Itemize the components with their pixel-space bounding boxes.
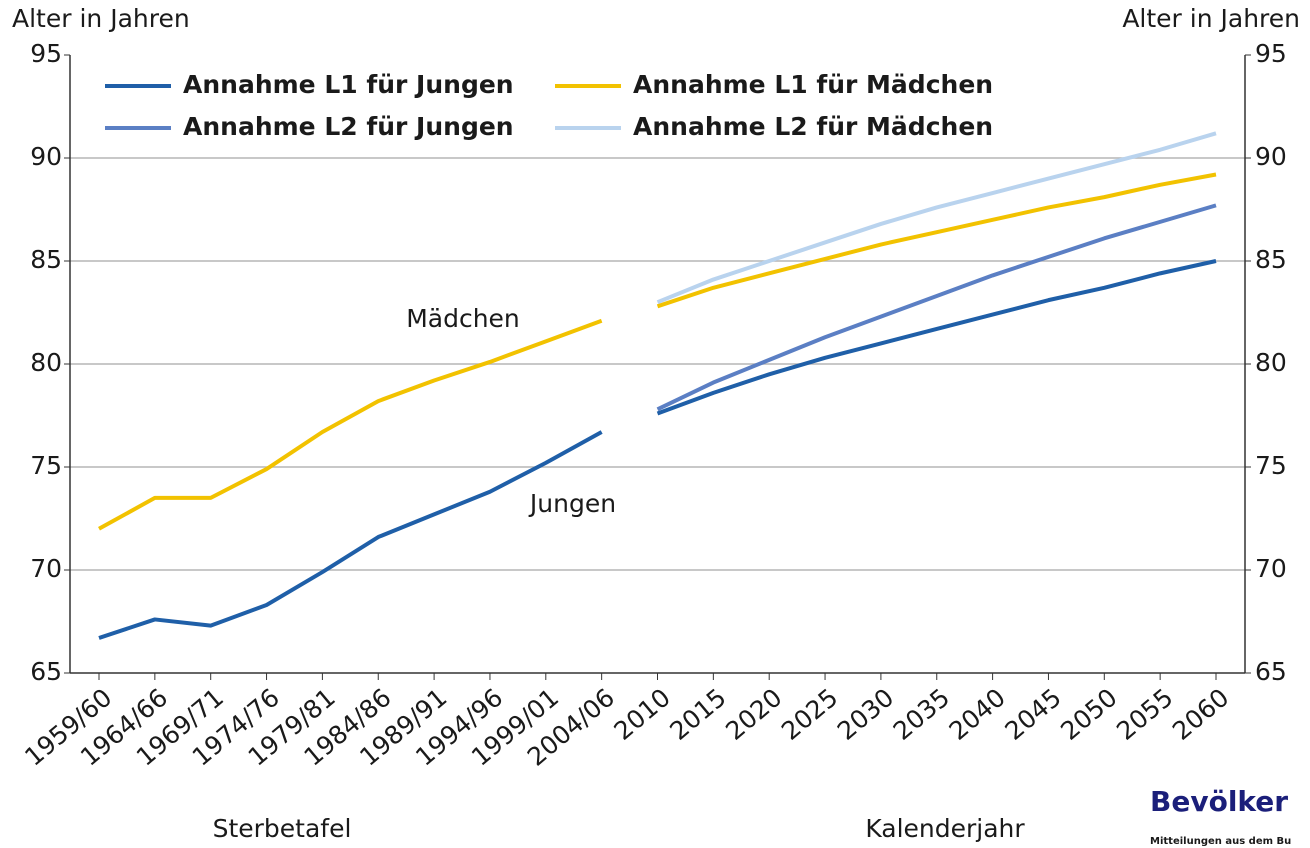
x-tick-label: 2055 [1111, 683, 1178, 746]
x-tick-label: 2010 [608, 683, 675, 746]
y-tick-label: 95 [30, 39, 62, 68]
series-line [656, 172, 1217, 309]
x-tick-label: 2015 [664, 683, 731, 746]
annotation: Jungen [528, 489, 616, 518]
series-line [656, 259, 1217, 416]
legend-label: Annahme L2 für Mädchen [633, 112, 993, 141]
series-line [656, 203, 1217, 412]
x-tick-label: 2030 [832, 683, 899, 746]
y-axis-label-left: Alter in Jahren [12, 4, 190, 33]
x-tick-label: 2040 [944, 683, 1011, 746]
y-tick-label: 75 [30, 451, 62, 480]
x-tick-label: 2050 [1055, 683, 1122, 746]
y-tick-label: 70 [30, 554, 62, 583]
y-tick-label: 80 [30, 348, 62, 377]
y2-tick-label: 75 [1255, 451, 1287, 480]
x-tick-label: 2025 [776, 683, 843, 746]
y2-tick-label: 80 [1255, 348, 1287, 377]
y2-tick-label: 95 [1255, 39, 1287, 68]
annotation: Mädchen [406, 304, 520, 333]
logo-box [1148, 783, 1310, 848]
y-axis-label-right: Alter in Jahren [1122, 4, 1300, 33]
legend-label: Annahme L2 für Jungen [183, 112, 514, 141]
y-tick-label: 85 [30, 245, 62, 274]
x-tick-label: 2020 [720, 683, 787, 746]
y2-tick-label: 70 [1255, 554, 1287, 583]
series-line [98, 318, 603, 531]
series-line [656, 131, 1217, 305]
y2-tick-label: 85 [1255, 245, 1287, 274]
x-tick-label: 2045 [999, 683, 1066, 746]
x-axis-label-right: Kalenderjahr [865, 814, 1025, 843]
y2-tick-label: 90 [1255, 142, 1287, 171]
y-tick-label: 65 [30, 657, 62, 686]
series-line [98, 430, 603, 640]
y2-tick-label: 65 [1255, 657, 1287, 686]
y-tick-label: 90 [30, 142, 62, 171]
x-tick-label: 2060 [1167, 683, 1234, 746]
logo-subtitle: Mitteilungen aus dem Bu [1150, 836, 1291, 847]
logo-title: Bevölker [1150, 785, 1288, 818]
x-tick-label: 2035 [888, 683, 955, 746]
x-axis-label-left: Sterbetafel [213, 814, 352, 843]
legend-label: Annahme L1 für Mädchen [633, 70, 993, 99]
legend-label: Annahme L1 für Jungen [183, 70, 514, 99]
